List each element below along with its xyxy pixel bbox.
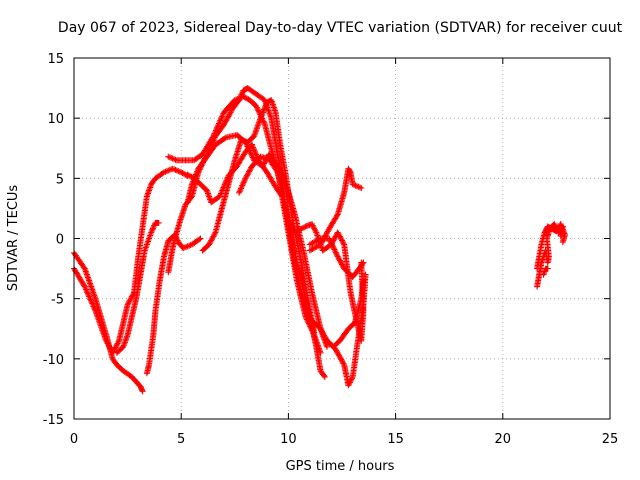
- marker-trace: [143, 231, 204, 377]
- series-track-16: [540, 265, 551, 278]
- series-track-4: [143, 231, 204, 377]
- y-tick-label: 10: [47, 112, 64, 127]
- x-tick-label: 10: [280, 432, 297, 447]
- x-tick-label: 25: [602, 432, 619, 447]
- marker-trace: [113, 219, 162, 356]
- y-tick-label: -5: [51, 293, 64, 308]
- y-tick-label: -10: [43, 353, 64, 368]
- marker-trace: [306, 235, 367, 280]
- y-tick-label: 0: [56, 233, 64, 248]
- series-track-11: [306, 235, 367, 280]
- marker-trace: [306, 165, 365, 254]
- x-tick-label: 15: [387, 432, 404, 447]
- series-track-3: [113, 219, 162, 356]
- marker-trace: [324, 277, 367, 350]
- marker-trace: [199, 97, 318, 336]
- marker-trace: [534, 221, 568, 272]
- y-tick-label: 5: [56, 172, 64, 187]
- axis-ticks: 0 5 10 15 20 25 -15 -10 -5 0 5 10 15: [43, 52, 619, 447]
- series-track-6: [165, 93, 328, 380]
- marker-trace: [71, 249, 146, 395]
- data-series: [71, 85, 568, 395]
- series-track-13: [324, 277, 367, 350]
- chart-title: Day 067 of 2023, Sidereal Day-to-day VTE…: [58, 20, 623, 36]
- marker-trace: [165, 93, 328, 380]
- x-tick-label: 5: [177, 432, 185, 447]
- y-axis-label: SDTVAR / TECUs: [6, 185, 21, 292]
- marker-trace: [540, 265, 551, 278]
- series-track-1: [71, 249, 146, 395]
- y-tick-label: -15: [43, 413, 64, 428]
- x-axis-label: GPS time / hours: [286, 459, 395, 474]
- x-tick-label: 20: [495, 432, 512, 447]
- x-tick-label: 0: [70, 432, 78, 447]
- series-track-15: [534, 221, 568, 272]
- series-track-12: [306, 165, 365, 254]
- y-tick-label: 15: [47, 52, 64, 67]
- series-track-9: [199, 97, 318, 336]
